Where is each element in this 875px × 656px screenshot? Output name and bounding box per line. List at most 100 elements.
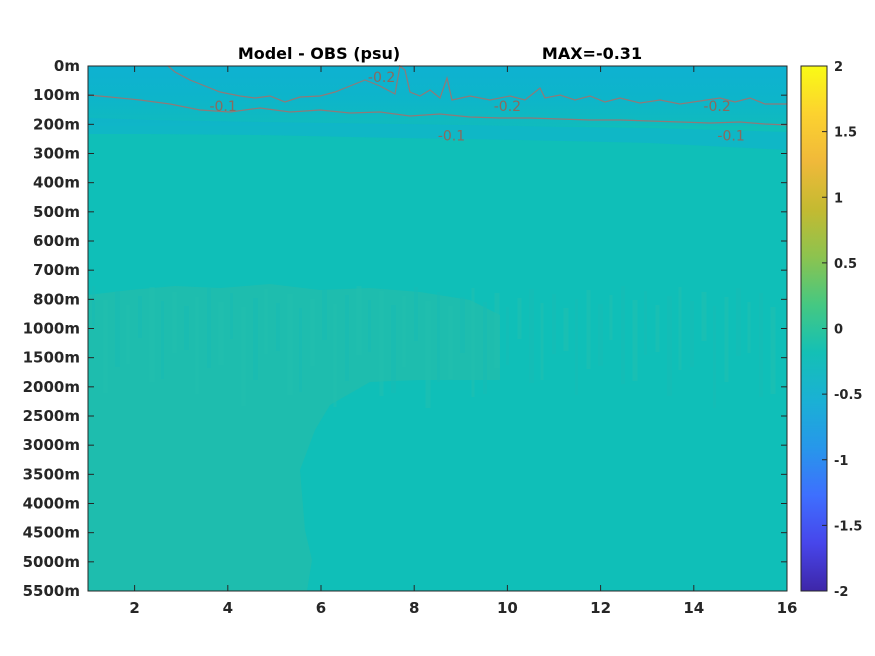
contour-labels: -0.1 -0.2 -0.1 -0.2 -0.2 -0.1: [209, 70, 744, 144]
y-tick-label: 600m: [33, 232, 80, 250]
y-tick-label: 500m: [33, 203, 80, 221]
field-streak: [736, 288, 741, 356]
x-axis: 2 4 6 8 10 12 14 16: [129, 66, 797, 617]
field-streak: [368, 300, 371, 352]
chart-title: Model - OBS (psu): [238, 44, 400, 63]
field-streak: [195, 297, 199, 394]
field-streak: [414, 287, 418, 341]
field-streak: [310, 299, 315, 366]
field-streak: [299, 308, 302, 392]
field-streak: [253, 298, 258, 380]
field-streak: [218, 302, 224, 365]
field-streak: [701, 292, 707, 341]
field-streak: [460, 297, 465, 353]
field-streak: [356, 286, 362, 355]
y-tick-label: 1500m: [23, 349, 80, 367]
field-streak: [287, 294, 293, 395]
field-streak: [471, 288, 475, 397]
colorbar-tick-label: -1.5: [834, 519, 862, 534]
field-streak: [184, 306, 189, 350]
field-streak: [241, 307, 246, 406]
field-streak: [149, 287, 155, 382]
y-tick-label: 1000m: [23, 320, 80, 338]
field-streak: [552, 294, 556, 354]
field-streak: [586, 290, 591, 369]
field-streak: [264, 289, 268, 354]
x-tick-label: 8: [409, 599, 419, 617]
field-streak: [770, 307, 776, 394]
field-streak: [517, 298, 522, 339]
y-tick-label: 2500m: [23, 407, 80, 425]
field-streak: [126, 305, 130, 364]
field-streak: [759, 293, 763, 397]
y-tick-label: 800m: [33, 290, 80, 308]
field-streak: [529, 289, 534, 383]
surface-layer-lower: [88, 118, 787, 150]
colorbar: 2 1.5 1 0.5 0 -0.5 -1 -1.5 -2: [800, 60, 862, 600]
field-streak: [333, 304, 337, 407]
field-streak: [437, 292, 440, 382]
y-tick-label: 3500m: [23, 465, 80, 483]
contour-label: -0.2: [368, 70, 395, 86]
field-streak: [609, 295, 613, 340]
field-streak: [161, 301, 164, 379]
field-streak: [724, 297, 729, 382]
y-tick-label: 5500m: [23, 582, 80, 600]
field-streak: [563, 308, 569, 351]
y-axis: 0m 100m 200m 300m 400m 500m 600m 700m 800m 1000m 1…: [23, 57, 787, 600]
field-streak: [598, 304, 603, 366]
field-streak: [632, 300, 638, 381]
field-streak: [448, 306, 453, 379]
field-streak: [345, 295, 349, 381]
colorbar-tick-label: 2: [834, 60, 843, 75]
field-streak: [230, 293, 233, 339]
field-streak: [713, 306, 716, 408]
x-tick-label: 14: [683, 599, 704, 617]
field-streak: [621, 286, 625, 384]
field-streak: [483, 302, 487, 394]
field-streak: [322, 290, 327, 340]
field-streak: [690, 301, 694, 367]
vertical-streaks: [92, 286, 776, 408]
y-tick-label: 400m: [33, 174, 80, 192]
field-streak: [103, 300, 108, 393]
field-streak: [644, 291, 647, 355]
contour-line-minus-0.2: [167, 64, 787, 105]
y-tick-label: 100m: [33, 86, 80, 104]
colorbar-tick-label: -0.5: [834, 388, 862, 403]
x-tick-label: 10: [497, 599, 518, 617]
field-streak: [92, 286, 95, 326]
contour-lines: [87, 64, 788, 126]
y-tick-label: 4000m: [23, 495, 80, 513]
field-streak: [678, 287, 682, 370]
y-tick-label: 0m: [54, 57, 80, 75]
contour-label: -0.1: [717, 128, 744, 144]
field-streak: [402, 296, 406, 367]
field-streak: [506, 307, 509, 365]
y-tick-label: 2000m: [23, 378, 80, 396]
y-tick-label: 700m: [33, 261, 80, 279]
y-tick-label: 4500m: [23, 524, 80, 542]
field-streak: [655, 305, 660, 352]
contour-label: -0.1: [438, 128, 465, 144]
field-streak: [379, 291, 384, 396]
contour-label: -0.2: [703, 99, 730, 115]
western-deep-water-region: [88, 284, 500, 591]
contour-label: -0.2: [494, 99, 521, 115]
field-streak: [391, 305, 396, 393]
heatmap-field: [88, 66, 787, 591]
field-streak: [540, 303, 544, 380]
contour-line-minus-0.1: [87, 94, 788, 126]
colorbar-tick-label: 1.5: [834, 126, 857, 141]
x-tick-label: 12: [590, 599, 611, 617]
field-streak: [138, 296, 142, 338]
field-streak: [172, 292, 177, 353]
x-tick-label: 4: [223, 599, 233, 617]
contour-label: -0.1: [209, 99, 236, 115]
x-tick-label: 16: [777, 599, 798, 617]
field-streak: [747, 302, 751, 353]
y-tick-label: 3000m: [23, 436, 80, 454]
y-tick-label: 200m: [33, 115, 80, 133]
x-tick-label: 6: [316, 599, 326, 617]
